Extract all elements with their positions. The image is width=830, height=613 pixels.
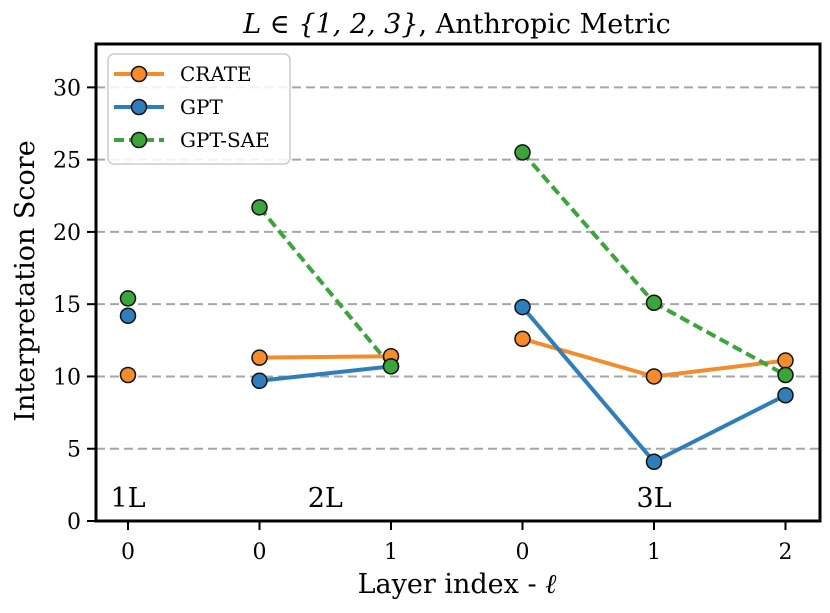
y-tick-label: 20 — [53, 221, 81, 246]
data-point-gpt-sae — [645, 294, 663, 311]
series-line-crate — [521, 336, 655, 379]
series-line-crate — [259, 354, 392, 360]
data-point-gpt — [119, 307, 137, 324]
y-tick-label: 25 — [53, 149, 81, 174]
legend-label-gpt-sae: GPT-SAE — [180, 128, 270, 152]
group-label-1L: 1L — [110, 483, 145, 514]
y-tick-label: 15 — [53, 293, 81, 318]
legend-label-gpt: GPT — [180, 95, 223, 119]
y-tick-label: 5 — [67, 438, 81, 463]
data-point-gpt-sae — [251, 199, 268, 216]
x-tick-label: 0 — [121, 540, 135, 565]
data-point-gpt — [777, 386, 794, 404]
y-axis-label: Interpretation Score — [10, 140, 41, 421]
series-line-gpt-sae — [653, 300, 787, 377]
series-line-gpt-sae — [520, 151, 656, 305]
data-point-gpt — [514, 298, 531, 316]
plot-frame — [94, 42, 822, 523]
series-line-gpt — [259, 364, 392, 383]
legend-marker-crate — [130, 65, 148, 83]
legend-marker-gpt-sae — [130, 131, 148, 149]
data-point-crate — [645, 368, 663, 385]
data-point-crate — [119, 366, 137, 384]
series-line-gpt — [653, 393, 787, 464]
x-tick-label: 0 — [516, 540, 530, 565]
data-point-gpt-sae — [777, 366, 794, 384]
y-tick-label: 10 — [53, 365, 81, 390]
data-point-gpt-sae — [514, 144, 531, 161]
data-point-gpt-sae — [119, 290, 137, 307]
group-label-2L: 2L — [308, 483, 343, 514]
chart-title: L ∈ {1, 2, 3}, Anthropic Metric — [242, 9, 671, 40]
data-point-crate — [514, 330, 531, 348]
x-tick-label: 1 — [384, 540, 398, 565]
legend-box — [107, 53, 291, 165]
series-line-gpt — [520, 305, 656, 464]
data-point-gpt-sae — [382, 358, 400, 375]
data-point-gpt — [251, 372, 268, 390]
x-tick-label: 1 — [647, 540, 661, 565]
data-point-gpt — [645, 453, 663, 470]
x-tick-label: 2 — [779, 540, 793, 565]
y-tick-label: 0 — [67, 510, 81, 535]
legend-label-crate: CRATE — [180, 62, 252, 86]
legend-marker-gpt — [130, 98, 148, 116]
group-label-3L: 3L — [636, 483, 671, 514]
x-tick-label: 0 — [253, 540, 267, 565]
y-tick-label: 30 — [53, 76, 81, 101]
data-point-crate — [777, 352, 794, 369]
series-line-gpt-sae — [257, 206, 393, 368]
data-point-crate — [251, 349, 268, 366]
x-axis-label: Layer index - ℓ — [358, 569, 558, 600]
